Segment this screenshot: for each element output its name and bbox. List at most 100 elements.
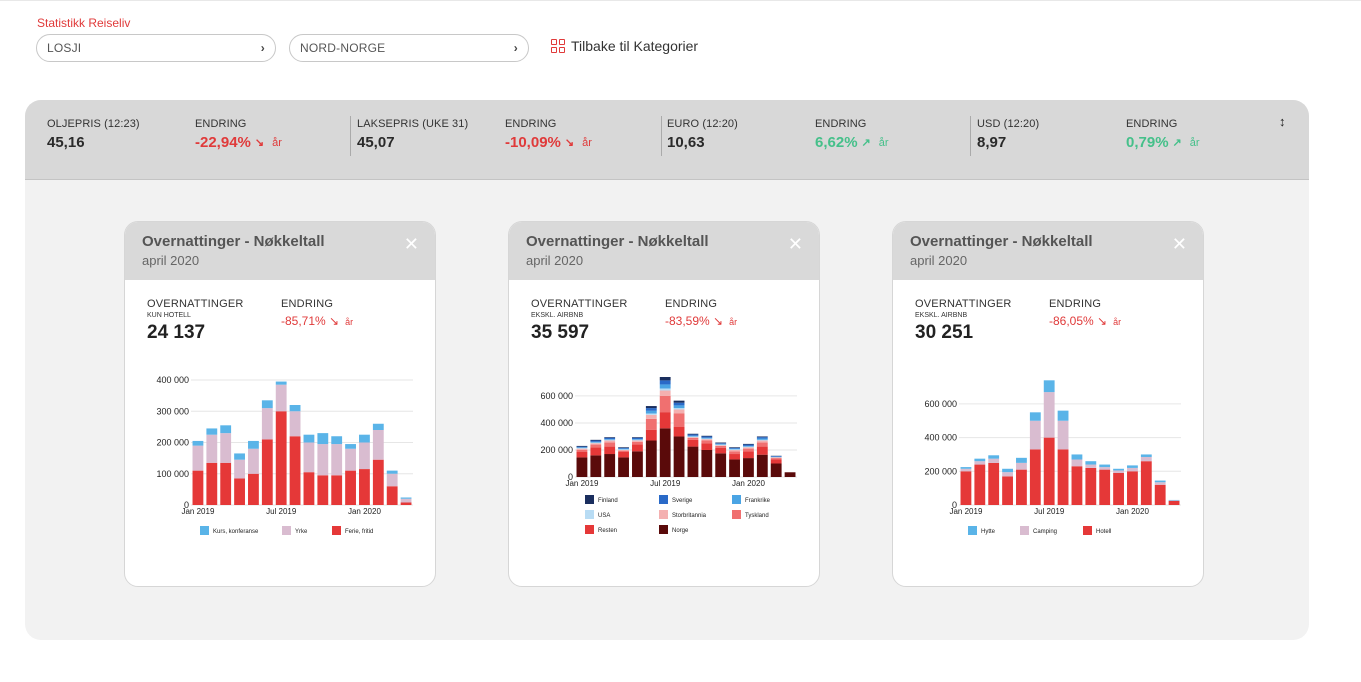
- bar-segment: [590, 440, 602, 442]
- bar-segment: [359, 442, 370, 470]
- bar-segment: [673, 408, 685, 410]
- bar-segment: [756, 442, 768, 447]
- bar-segment: [359, 434, 370, 443]
- bar-segment: [632, 451, 643, 477]
- ticker-usd: USD (12:20) 8,97: [977, 118, 1039, 151]
- change-value: -85,71%: [281, 314, 326, 328]
- bar-segment: [576, 449, 588, 452]
- back-to-categories-link[interactable]: Tilbake til Kategorier: [551, 38, 698, 54]
- close-icon[interactable]: ✕: [787, 234, 803, 254]
- legend-swatch: [732, 510, 741, 519]
- bar-segment: [1016, 457, 1027, 463]
- bar-segment: [701, 436, 713, 438]
- bar-segment: [261, 400, 273, 409]
- legend-swatch: [968, 526, 977, 535]
- card-nationality: Overnattinger - Nøkkeltall april 2020 ✕ …: [508, 221, 820, 587]
- bar-segment: [220, 462, 232, 505]
- trend-up-icon: ↗: [861, 137, 871, 149]
- bar-segment: [784, 472, 796, 477]
- bar-segment: [261, 408, 273, 440]
- bar-segment: [289, 405, 301, 412]
- bar-segment: [1002, 476, 1013, 505]
- bar-segment: [988, 455, 1000, 459]
- ticker-divider: [661, 116, 662, 156]
- legend-label: Kurs, konferanse: [213, 529, 259, 535]
- trend-up-icon: ↗: [1172, 137, 1182, 149]
- bar-segment: [576, 447, 588, 449]
- legend-label: Ferie, fritid: [345, 529, 373, 535]
- bar-segment: [701, 439, 713, 441]
- bar-segment: [632, 439, 643, 440]
- category-select[interactable]: LOSJI ›: [36, 34, 276, 62]
- bar-segment: [1043, 392, 1055, 438]
- sort-icon[interactable]: ↕: [1279, 114, 1286, 129]
- trend-down-icon: ↘: [564, 137, 575, 149]
- bar-segment: [576, 445, 588, 447]
- bar-segment: [645, 414, 657, 419]
- bar-segment: [974, 464, 986, 505]
- bar-segment: [206, 462, 218, 505]
- bar-segment: [220, 425, 232, 434]
- bar-segment: [673, 427, 685, 437]
- bar-segment: [604, 440, 616, 443]
- legend-label: Storbritannia: [672, 513, 707, 519]
- legend-label: Finland: [598, 498, 618, 504]
- legend-label: Sverige: [672, 498, 693, 504]
- bar-segment: [590, 441, 602, 443]
- x-tick-label: Jan 2019: [949, 507, 982, 516]
- bar-segment: [756, 438, 768, 440]
- legend-label: Hotell: [1096, 529, 1111, 535]
- bar-segment: [1002, 468, 1013, 473]
- ticker-label: LAKSEPRIS (UKE 31): [357, 118, 469, 130]
- bar-segment: [715, 442, 727, 444]
- bar-segment: [988, 462, 1000, 505]
- legend-swatch: [659, 525, 668, 534]
- bar-segment: [618, 448, 629, 450]
- bar-segment: [1057, 449, 1069, 505]
- card-title: Overnattinger - Nøkkeltall: [910, 233, 1093, 250]
- bar-segment: [359, 469, 370, 505]
- bar-segment: [1085, 464, 1097, 468]
- bar-segment: [576, 457, 588, 477]
- y-tick-label: 400 000: [540, 418, 573, 428]
- dashboard-panel: OLJEPRIS (12:23) 45,16 ENDRING -22,94% ↘ å…: [25, 100, 1309, 640]
- bar-segment: [1099, 469, 1111, 505]
- card-subtitle: april 2020: [910, 253, 968, 268]
- metric-label: OVERNATTINGER: [915, 298, 1012, 310]
- metric-value: 30 251: [915, 322, 974, 343]
- x-tick-label: Jul 2019: [1034, 507, 1065, 516]
- bar-segment: [386, 473, 398, 487]
- bar-segment: [743, 458, 754, 477]
- bar-segment: [234, 459, 245, 479]
- change-label: ENDRING: [665, 298, 718, 310]
- bar-segment: [1099, 467, 1111, 470]
- bar-segment: [756, 446, 768, 455]
- bar-segment: [618, 452, 629, 458]
- close-icon[interactable]: ✕: [403, 234, 419, 254]
- bar-segment: [659, 390, 671, 396]
- ticker-value: 10,63: [667, 134, 705, 151]
- bar-segment: [632, 444, 643, 452]
- bar-segment: [756, 454, 768, 477]
- bar-segment: [701, 440, 713, 444]
- trend-down-icon: ↘: [254, 137, 265, 149]
- bar-segment: [673, 402, 685, 406]
- bar-segment: [303, 472, 315, 505]
- ticker-divider: [350, 116, 351, 156]
- bar-segment: [1168, 499, 1180, 501]
- bar-segment: [192, 445, 204, 471]
- bar-segment: [345, 448, 356, 471]
- bar-segment: [345, 470, 356, 505]
- bar-segment: [632, 441, 643, 445]
- close-icon[interactable]: ✕: [1171, 234, 1187, 254]
- bar-segment: [1002, 472, 1013, 477]
- bar-segment: [743, 448, 754, 452]
- bar-segment: [618, 449, 629, 451]
- legend-label: Camping: [1033, 529, 1057, 535]
- bar-segment: [632, 440, 643, 442]
- bar-segment: [331, 436, 343, 445]
- bar-segment: [770, 458, 782, 460]
- region-select[interactable]: NORD-NORGE ›: [289, 34, 529, 62]
- bar-segment: [659, 384, 671, 389]
